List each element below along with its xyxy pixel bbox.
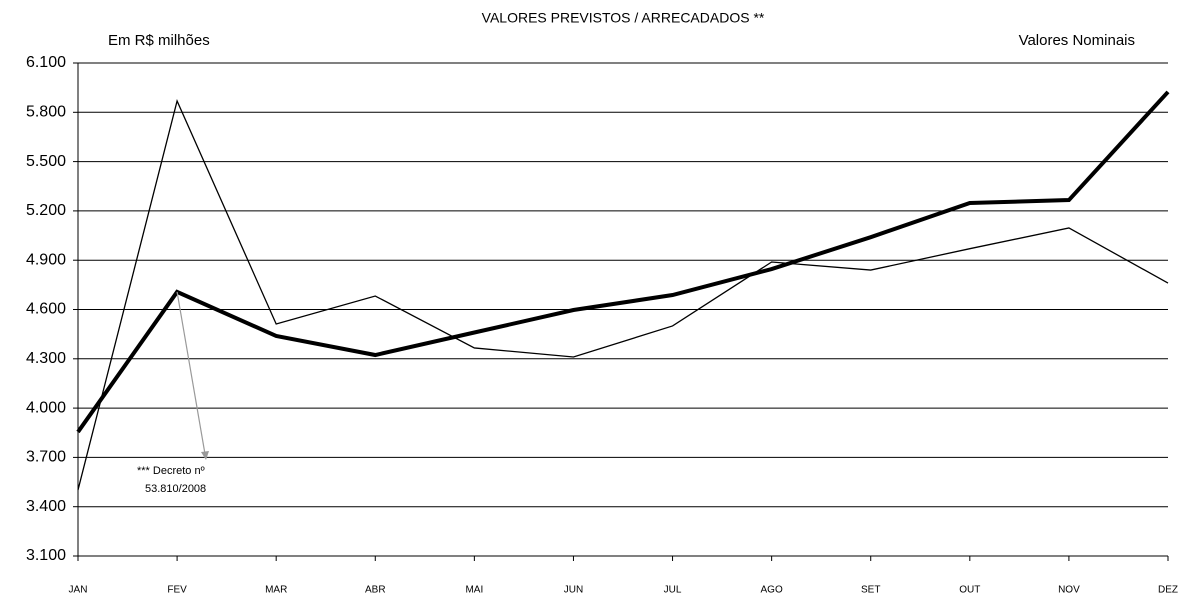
y-tick-label: 4.300 <box>26 350 66 367</box>
note-label: Valores Nominais <box>1019 32 1135 49</box>
y-tick-label: 3.400 <box>26 498 66 515</box>
x-tick-label: MAR <box>265 585 287 595</box>
arrow-head <box>201 451 209 460</box>
x-tick-label: NOV <box>1058 585 1080 595</box>
x-tick-label: ABR <box>365 585 386 595</box>
annotation-arrow <box>176 291 206 455</box>
y-tick-label: 3.100 <box>26 547 66 564</box>
x-tick-label: JUN <box>564 585 583 595</box>
y-tick-label: 3.700 <box>26 449 66 466</box>
y-tick-label: 5.500 <box>26 153 66 170</box>
x-tick-label: MAI <box>465 585 483 595</box>
y-tick-label: 4.600 <box>26 301 66 318</box>
x-tick-label: AGO <box>761 585 783 595</box>
y-tick-label: 4.000 <box>26 399 66 416</box>
x-tick-label: SET <box>861 585 880 595</box>
x-tick-label: FEV <box>167 585 187 595</box>
annotation: 53.810/2008 <box>145 483 206 495</box>
chart-title: VALORES PREVISTOS / ARRECADADOS ** <box>482 10 765 26</box>
x-tick-label: DEZ <box>1158 585 1178 595</box>
y-tick-label: 6.100 <box>26 54 66 71</box>
series-line <box>77 98 1169 491</box>
series-line <box>76 90 1170 434</box>
annotation: *** Decreto nº <box>137 465 205 477</box>
y-tick-label: 4.900 <box>26 251 66 268</box>
unit-label: Em R$ milhões <box>108 32 210 49</box>
x-tick-label: OUT <box>959 585 980 595</box>
x-tick-label: JUL <box>664 585 682 595</box>
x-tick-label: JAN <box>69 585 88 595</box>
y-tick-label: 5.800 <box>26 104 66 121</box>
y-tick-label: 5.200 <box>26 202 66 219</box>
